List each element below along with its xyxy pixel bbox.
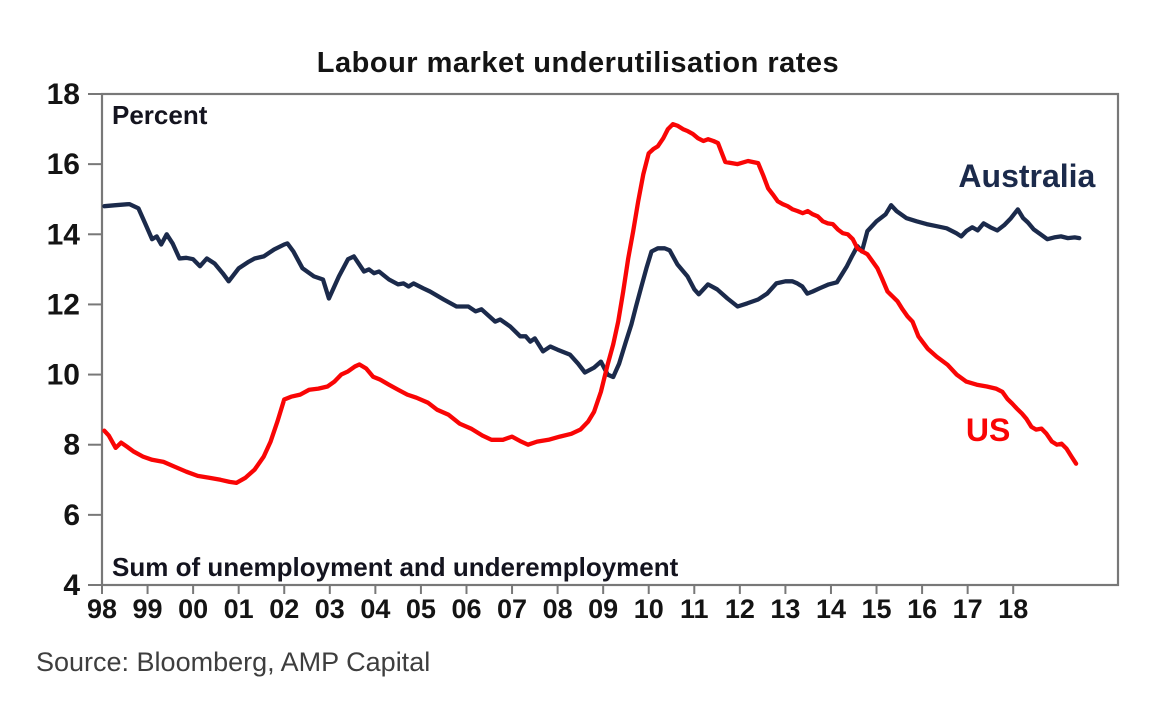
x-tick-label: 04 xyxy=(360,594,390,624)
axes-layer: 4 6 8 10 12 14 16 18 98 99 00 01 02 03 04 05 06 07 08 09 10 1… xyxy=(47,78,1120,624)
y-tick-label: 16 xyxy=(47,148,80,181)
x-tick-label: 00 xyxy=(178,594,208,624)
y-tick-label: 18 xyxy=(47,78,80,111)
x-tick-label: 18 xyxy=(998,594,1028,624)
x-tick-label: 99 xyxy=(133,594,163,624)
x-tick-label: 01 xyxy=(224,594,254,624)
x-tick-label: 11 xyxy=(680,594,709,624)
chart-title: Labour market underutilisation rates xyxy=(317,47,839,79)
y-tick-label: 4 xyxy=(63,569,80,602)
y-tick-label: 8 xyxy=(63,429,80,462)
y-tick-label: 14 xyxy=(47,218,81,251)
australia-line xyxy=(102,201,1082,380)
x-tick-label: 98 xyxy=(87,594,117,624)
footnote-annotation: Sum of unemployment and underemployment xyxy=(112,552,679,582)
x-tick-label: 05 xyxy=(406,594,436,624)
x-tick-label: 02 xyxy=(269,594,299,624)
x-tick-label: 09 xyxy=(588,594,618,624)
x-tick-label: 10 xyxy=(634,594,664,624)
x-tick-label: 08 xyxy=(543,594,573,624)
x-tick-label: 03 xyxy=(315,594,345,624)
y-tick-label: 6 xyxy=(63,499,80,532)
unit-label: Percent xyxy=(112,100,208,130)
x-tick-label: 14 xyxy=(816,594,846,624)
australia-series-label: Australia xyxy=(958,158,1095,194)
us-series-label: US xyxy=(966,412,1010,448)
x-tick-label: 06 xyxy=(451,594,481,624)
y-tick-label: 12 xyxy=(47,288,80,321)
series-layer xyxy=(102,122,1082,486)
x-tick-label: 16 xyxy=(907,594,937,624)
us-line xyxy=(102,122,1079,486)
source-credit: Source: Bloomberg, AMP Capital xyxy=(36,647,430,677)
plot-border xyxy=(100,92,1120,587)
x-tick-label: 12 xyxy=(725,594,755,624)
x-tick-label: 17 xyxy=(953,594,983,624)
x-tick-label: 15 xyxy=(862,594,892,624)
y-tick-label: 10 xyxy=(47,359,80,392)
x-tick-label: 13 xyxy=(770,594,800,624)
x-tick-label: 07 xyxy=(497,594,527,624)
